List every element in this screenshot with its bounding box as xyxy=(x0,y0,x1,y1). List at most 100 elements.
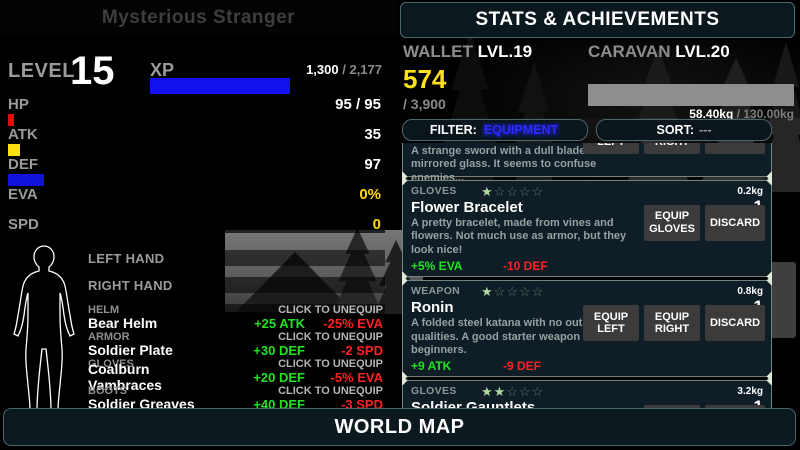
item-description: A strange sword with a dull blade made o… xyxy=(411,145,631,184)
level-label: LEVEL xyxy=(8,60,75,82)
eva-label: EVA xyxy=(8,186,38,203)
filter-sort-row: FILTER: EQUIPMENT SORT: --- xyxy=(402,119,772,141)
spd-value: 0 xyxy=(372,216,381,233)
gloves-item-name: Coalburn Vambraces xyxy=(88,361,162,393)
inventory-list[interactable]: A strange sword with a dull blade made o… xyxy=(402,143,772,408)
atk-value: 35 xyxy=(364,126,381,143)
slot-armor[interactable]: ARMOR CLICK TO UNEQUIP Soldier Plate +30 D… xyxy=(85,331,385,358)
def-value: 97 xyxy=(364,156,381,173)
equip-right-button[interactable]: EQUIP RIGHT xyxy=(644,305,700,342)
equipment-panel: LEFT HAND RIGHT HAND HELM CLICK TO UNEQUI… xyxy=(0,240,385,415)
armor-item-name: Soldier Plate xyxy=(88,342,173,358)
atk-bar xyxy=(8,144,20,156)
xp-max: / 2,177 xyxy=(342,62,382,77)
item-description: A pretty bracelet, made from vines and f… xyxy=(411,217,627,256)
title-bar: Mysterious Stranger xyxy=(0,0,397,36)
def-bar xyxy=(8,174,44,186)
item-category: GLOVES xyxy=(411,385,457,398)
discard-button[interactable]: DISCARD xyxy=(705,143,765,154)
boots-unequip-hint: CLICK TO UNEQUIP xyxy=(278,385,383,397)
wallet-label: WALLET xyxy=(403,42,473,61)
world-map-button[interactable]: WORLD MAP xyxy=(3,408,796,446)
wallet-amount: 574 xyxy=(403,64,447,94)
slot-gloves[interactable]: GLOVES CLICK TO UNEQUIP Coalburn Vambrace… xyxy=(85,358,385,393)
character-name: Mysterious Stranger xyxy=(101,7,296,28)
equip-gloves-button[interactable]: EQUIP GLOVES xyxy=(644,205,700,241)
inventory-card-strange-sword: A strange sword with a dull blade made o… xyxy=(402,143,772,201)
stat-row-eva: EVA 0% xyxy=(0,186,385,216)
item-star-rating: ★★☆☆☆ xyxy=(481,383,545,399)
xp-current: 1,300 xyxy=(306,62,339,77)
sort-value: --- xyxy=(699,123,712,137)
discard-button[interactable]: DISCARD xyxy=(705,405,765,408)
armor-category: ARMOR xyxy=(88,331,130,343)
equip-gloves-button[interactable]: EQUIP GLOVES xyxy=(644,405,700,408)
equip-left-button[interactable]: EQUIP LEFT xyxy=(583,305,639,342)
hp-label: HP xyxy=(8,96,29,113)
helm-item-name: Bear Helm xyxy=(88,315,158,331)
background-figure xyxy=(770,262,796,338)
hp-value: 95 / 95 xyxy=(335,96,381,113)
stats-achievements-label: STATS & ACHIEVEMENTS xyxy=(475,9,720,30)
boots-category: BOOTS xyxy=(88,385,128,397)
level-value: 15 xyxy=(70,49,115,93)
stat-row-hp: HP 95 / 95 xyxy=(0,96,385,126)
armor-unequip-hint: CLICK TO UNEQUIP xyxy=(278,331,383,343)
left-hand-label: LEFT HAND xyxy=(88,250,165,266)
slot-helm[interactable]: HELM CLICK TO UNEQUIP Bear Helm +25 ATK -25… xyxy=(85,304,385,331)
slot-right-hand[interactable]: RIGHT HAND xyxy=(85,277,385,293)
inventory-card-soldier-gauntlets: GLOVES ★★☆☆☆ 3.2kg Soldier Gauntlets 1 F… xyxy=(402,375,772,408)
caravan-level: LVL.20 xyxy=(675,42,730,61)
inventory-card-flower-bracelet: GLOVES ★☆☆☆☆ 0.2kg Flower Bracelet 1 A p… xyxy=(402,175,772,282)
equip-left-button[interactable]: EQUIP LEFT xyxy=(583,143,639,154)
gloves-bonus: +20 DEF xyxy=(253,369,305,385)
atk-label: ATK xyxy=(8,126,38,143)
item-penalty: -9 DEF xyxy=(503,359,542,374)
stat-row-spd: SPD 0 xyxy=(0,216,385,246)
stats-panel: HP 95 / 95 ATK 35 DEF 97 EVA 0% SPD 0 xyxy=(0,96,385,246)
gloves-category: GLOVES xyxy=(88,358,134,370)
stat-row-def: DEF 97 xyxy=(0,156,385,186)
item-bonus: +5% EVA xyxy=(411,259,463,274)
xp-label: XP xyxy=(150,60,175,80)
gloves-penalty: -5% EVA xyxy=(330,369,384,385)
helm-unequip-hint: CLICK TO UNEQUIP xyxy=(278,304,383,316)
inventory-card-ronin: WEAPON ★☆☆☆☆ 0.8kg Ronin 1 A folded stee… xyxy=(402,275,772,382)
sort-button[interactable]: SORT: --- xyxy=(596,119,772,141)
item-weight: 3.2kg xyxy=(737,385,763,397)
caravan-weight: 58.40kg xyxy=(689,107,734,121)
xp-bar-fill xyxy=(150,78,290,94)
helm-category: HELM xyxy=(88,304,120,316)
item-name: Soldier Gauntlets xyxy=(411,398,536,408)
filter-button[interactable]: FILTER: EQUIPMENT xyxy=(402,119,588,141)
equip-right-button[interactable]: EQUIP RIGHT xyxy=(644,143,700,154)
world-map-label: WORLD MAP xyxy=(334,415,465,438)
wallet-max: / 3,900 xyxy=(403,96,446,112)
item-count: 1 xyxy=(753,397,763,408)
item-weight: 0.8kg xyxy=(737,285,763,297)
slot-left-hand[interactable]: LEFT HAND xyxy=(85,250,385,266)
item-name: Ronin xyxy=(411,298,454,316)
item-bonus: +9 ATK xyxy=(411,359,452,374)
filter-value: EQUIPMENT xyxy=(481,123,561,137)
boots-bonus: +40 DEF xyxy=(253,396,305,412)
wallet-level: LVL.19 xyxy=(477,42,533,61)
body-silhouette xyxy=(13,245,75,411)
xp-values: 1,300 / 2,177 xyxy=(306,62,382,77)
slot-boots[interactable]: BOOTS CLICK TO UNEQUIP Soldier Greaves +40… xyxy=(85,385,385,412)
item-star-rating: ★☆☆☆☆ xyxy=(481,183,545,199)
item-penalty: -10 DEF xyxy=(503,259,548,274)
equipment-slots: LEFT HAND RIGHT HAND HELM CLICK TO UNEQUI… xyxy=(85,250,385,412)
filter-label: FILTER: xyxy=(429,123,477,137)
item-star-rating: ★☆☆☆☆ xyxy=(481,283,545,299)
level-xp-row: LEVEL 15 XP 1,300 / 2,177 xyxy=(0,49,385,95)
armor-bonus: +30 DEF xyxy=(253,342,305,358)
sort-label: SORT: xyxy=(656,123,695,137)
stats-achievements-button[interactable]: STATS & ACHIEVEMENTS xyxy=(400,2,795,38)
corner-ornament-icon xyxy=(402,375,408,386)
helm-bonus: +25 ATK xyxy=(254,315,305,331)
discard-button[interactable]: DISCARD xyxy=(705,205,765,241)
xp-bar xyxy=(150,78,383,94)
discard-button[interactable]: DISCARD xyxy=(705,305,765,342)
